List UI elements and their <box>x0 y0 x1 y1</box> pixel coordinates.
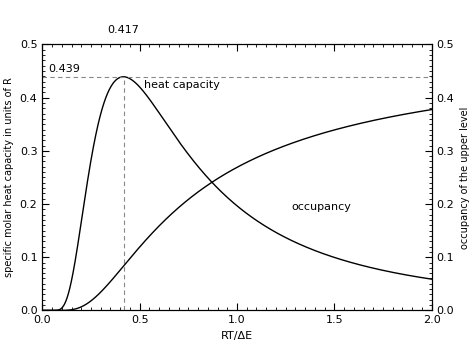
Y-axis label: occupancy of the upper level: occupancy of the upper level <box>460 106 470 249</box>
Text: 0.439: 0.439 <box>48 64 80 74</box>
Text: 0.417: 0.417 <box>108 25 139 35</box>
X-axis label: RT/ΔE: RT/ΔE <box>221 331 253 341</box>
Text: heat capacity: heat capacity <box>144 80 219 90</box>
Text: occupancy: occupancy <box>292 202 351 212</box>
Y-axis label: specific molar heat capacity in units of R: specific molar heat capacity in units of… <box>4 78 14 277</box>
